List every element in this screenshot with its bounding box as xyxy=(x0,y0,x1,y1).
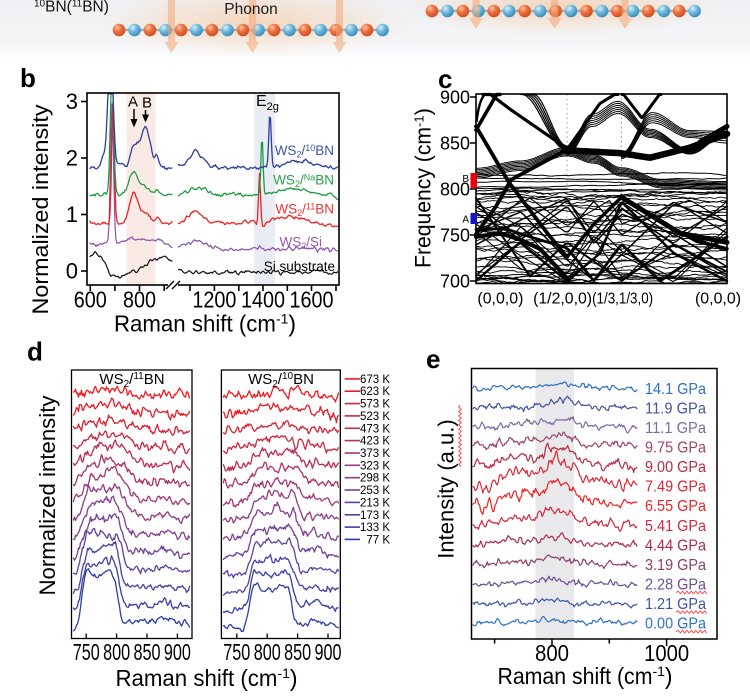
svg-text:Frequency (cm-1): Frequency (cm-1) xyxy=(411,108,436,268)
svg-text:850: 850 xyxy=(440,134,470,154)
svg-text:700: 700 xyxy=(440,272,470,292)
svg-text:800: 800 xyxy=(440,180,470,200)
svg-text:11.9 GPa: 11.9 GPa xyxy=(645,400,706,417)
svg-text:B: B xyxy=(462,174,469,185)
svg-text:3.19 GPa: 3.19 GPa xyxy=(645,557,706,574)
svg-text:9.00 GPa: 9.00 GPa xyxy=(645,459,706,476)
svg-text:1: 1 xyxy=(66,202,78,227)
svg-text:253 K: 253 K xyxy=(360,485,390,497)
svg-text:Raman shift (cm-1): Raman shift (cm-1) xyxy=(497,663,672,689)
svg-text:WS2/10BN: WS2/10BN xyxy=(248,371,314,390)
svg-text:(1/2,0,0): (1/2,0,0) xyxy=(533,291,592,308)
svg-text:A: A xyxy=(128,94,138,111)
svg-text:WS2/10BN: WS2/10BN xyxy=(275,143,334,160)
svg-text:c: c xyxy=(438,64,452,94)
svg-text:(0,0,0): (0,0,0) xyxy=(695,291,741,308)
svg-text:10BN(11BN): 10BN(11BN) xyxy=(34,0,109,16)
svg-text:850: 850 xyxy=(284,639,311,665)
svg-text:900: 900 xyxy=(315,639,342,665)
svg-text:800: 800 xyxy=(535,640,569,666)
svg-text:1200: 1200 xyxy=(192,287,236,313)
svg-text:Normalized intensity: Normalized intensity xyxy=(28,105,53,315)
svg-text:d: d xyxy=(27,337,43,367)
svg-text:b: b xyxy=(20,63,36,93)
svg-text:B: B xyxy=(142,95,152,112)
svg-text:800: 800 xyxy=(254,639,281,665)
svg-text:Normalized intensity: Normalized intensity xyxy=(35,396,60,596)
svg-text:1.21 GPa: 1.21 GPa xyxy=(645,596,706,613)
svg-text:800: 800 xyxy=(123,287,156,313)
svg-text:800: 800 xyxy=(103,639,130,665)
svg-text:9.75 GPa: 9.75 GPa xyxy=(645,440,706,457)
svg-text:WS2/NaBN: WS2/NaBN xyxy=(273,173,334,190)
svg-text:WS2/11BN: WS2/11BN xyxy=(99,371,164,390)
svg-text:0: 0 xyxy=(66,259,78,284)
svg-text:1400: 1400 xyxy=(241,287,285,313)
svg-text:298 K: 298 K xyxy=(360,473,390,485)
svg-text:173 K: 173 K xyxy=(360,510,390,522)
svg-text:Si substrate: Si substrate xyxy=(264,259,335,274)
svg-text:1600: 1600 xyxy=(290,287,334,313)
svg-text:600: 600 xyxy=(74,287,107,313)
svg-text:573 K: 573 K xyxy=(360,399,390,411)
svg-text:1000: 1000 xyxy=(644,640,689,666)
svg-text:2.28 GPa: 2.28 GPa xyxy=(645,577,706,594)
svg-text:623 K: 623 K xyxy=(360,386,390,398)
svg-text:523 K: 523 K xyxy=(360,411,390,423)
svg-text:Intensity (a.u.): Intensity (a.u.) xyxy=(434,419,459,558)
svg-text:Phonon: Phonon xyxy=(224,1,277,18)
svg-text:(0,0,0): (0,0,0) xyxy=(477,291,523,308)
svg-text:423 K: 423 K xyxy=(360,436,390,448)
svg-text:900: 900 xyxy=(164,639,191,665)
svg-text:6.55 GPa: 6.55 GPa xyxy=(645,498,706,515)
svg-text:(1/3,1/3,0): (1/3,1/3,0) xyxy=(592,291,653,308)
svg-text:WS2/Si: WS2/Si xyxy=(279,235,322,252)
svg-text:373 K: 373 K xyxy=(360,448,390,460)
svg-text:Raman shift (cm-1): Raman shift (cm-1) xyxy=(115,665,297,691)
svg-text:3: 3 xyxy=(66,89,78,114)
svg-text:473 K: 473 K xyxy=(360,423,390,435)
svg-text:e: e xyxy=(426,344,440,374)
svg-text:850: 850 xyxy=(134,639,161,665)
svg-text:0.00 GPa: 0.00 GPa xyxy=(645,616,706,633)
svg-text:673 K: 673 K xyxy=(360,374,390,386)
svg-text:77 K: 77 K xyxy=(366,534,390,546)
svg-text:750: 750 xyxy=(73,639,100,665)
svg-text:2: 2 xyxy=(66,146,78,171)
svg-text:323 K: 323 K xyxy=(360,460,390,472)
svg-text:4.44 GPa: 4.44 GPa xyxy=(645,537,706,554)
svg-text:900: 900 xyxy=(440,88,470,108)
svg-text:14.1 GPa: 14.1 GPa xyxy=(645,381,706,398)
svg-text:5.41 GPa: 5.41 GPa xyxy=(645,518,706,535)
svg-text:Raman shift (cm-1): Raman shift (cm-1) xyxy=(114,311,296,337)
svg-text:WS2/11BN: WS2/11BN xyxy=(275,202,334,219)
svg-text:7.49 GPa: 7.49 GPa xyxy=(645,479,706,496)
svg-text:11.1 GPa: 11.1 GPa xyxy=(645,420,706,437)
svg-text:133 K: 133 K xyxy=(360,522,390,534)
svg-text:750: 750 xyxy=(223,639,250,665)
svg-text:213 K: 213 K xyxy=(360,497,390,509)
svg-text:750: 750 xyxy=(440,226,470,246)
svg-text:A: A xyxy=(462,215,469,226)
